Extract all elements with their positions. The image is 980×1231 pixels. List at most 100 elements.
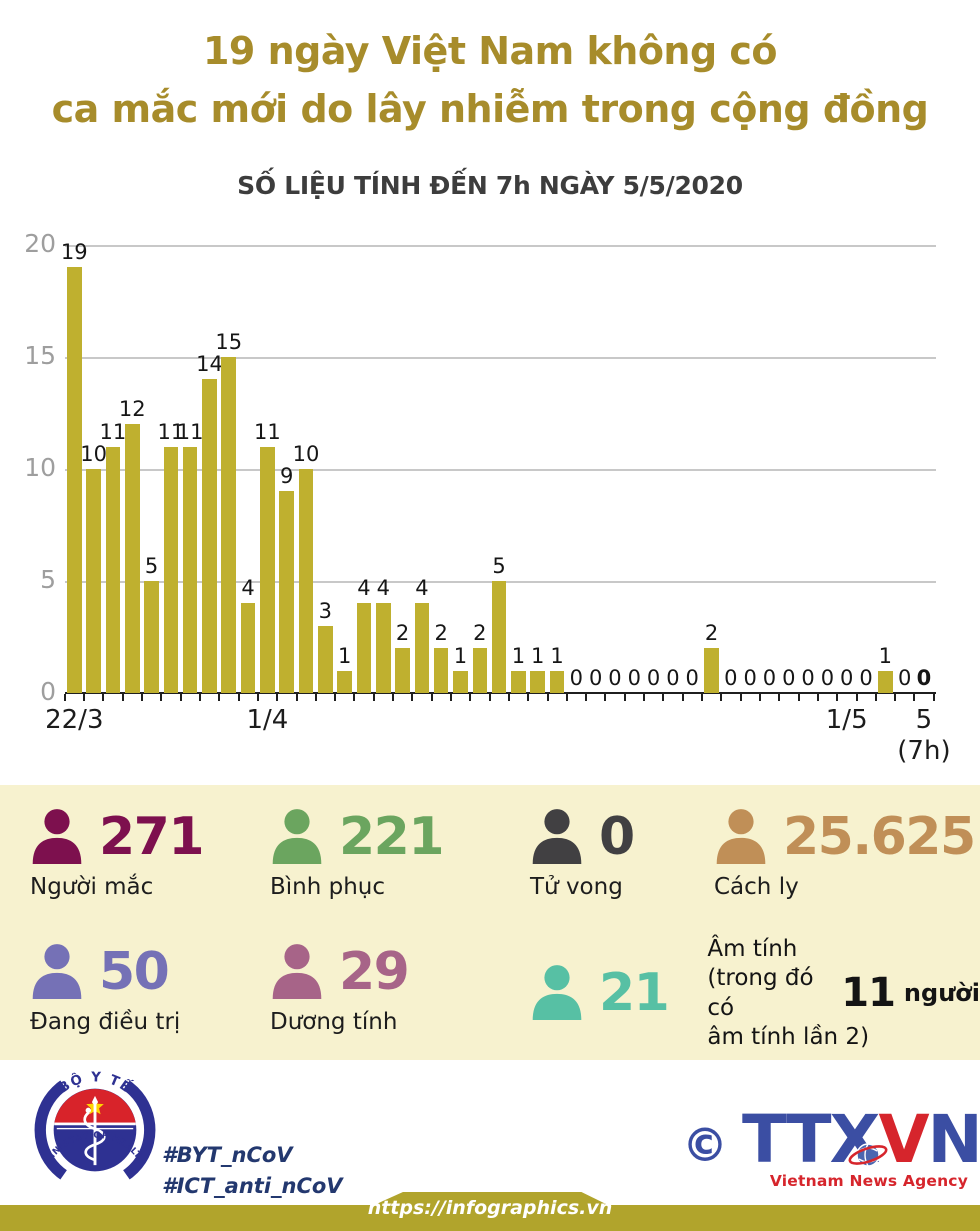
moh-staff bbox=[93, 1103, 97, 1166]
axis-tick bbox=[662, 694, 665, 701]
ttxvn-ttx: TTX bbox=[742, 1101, 880, 1178]
bar-value-label: 14 bbox=[196, 352, 223, 377]
bar-value-label: 1 bbox=[453, 643, 468, 668]
bar-value-label: 5 bbox=[492, 554, 506, 578]
stat-card-nguoi-mac: 271 Người mắc bbox=[30, 807, 205, 900]
axis-tick bbox=[276, 694, 279, 701]
bar-value-label: 1 bbox=[550, 643, 564, 668]
axis-tick bbox=[894, 694, 897, 701]
stat-card-cach-ly: 25.625 Cách ly bbox=[714, 807, 976, 900]
bar-value-label: 0 bbox=[801, 666, 815, 690]
bar-value-label: 0 bbox=[840, 666, 854, 690]
axis-tick bbox=[681, 694, 684, 701]
bar bbox=[433, 648, 449, 693]
bar bbox=[298, 469, 314, 693]
gridline bbox=[65, 357, 936, 359]
axis-tick bbox=[527, 694, 530, 701]
axis-tick bbox=[565, 694, 568, 701]
stat-label: Người mắc bbox=[30, 874, 154, 900]
stat-card-dang-dieu-tri: 50 Đang điều trị bbox=[30, 942, 180, 1035]
axis-tick bbox=[295, 694, 298, 701]
axis-tick bbox=[160, 694, 163, 701]
am-tinh-note-line3: âm tính lần 2) bbox=[707, 1024, 870, 1050]
axis-tick bbox=[546, 694, 549, 701]
ttxvn-n: N bbox=[927, 1101, 980, 1178]
axis-tick bbox=[411, 694, 414, 701]
bar-chart: 0 5 10 15 20 19 10 11 12 5 11 11 14 15 4 11 9 10 3 1 4 4 2 4 2 1 2… bbox=[0, 229, 980, 775]
person-icon bbox=[272, 809, 322, 864]
gridline bbox=[65, 245, 936, 247]
bar bbox=[124, 424, 140, 693]
am-tinh-note: Âm tính (trong đó có 11 người âm tính lầ… bbox=[707, 935, 980, 1051]
axis-tick bbox=[83, 694, 86, 701]
bar bbox=[472, 648, 488, 693]
stat-label: Cách ly bbox=[714, 874, 799, 900]
bar bbox=[260, 446, 275, 693]
bar bbox=[221, 357, 237, 693]
bar-value-label: 4 bbox=[357, 576, 371, 601]
bar-value-label: 1 bbox=[878, 643, 892, 668]
bar-value-label: 2 bbox=[434, 621, 448, 646]
bar bbox=[453, 670, 468, 693]
x-axis-line bbox=[65, 692, 936, 694]
page-subtitle: SỐ LIỆU TÍNH ĐẾN 7h NGÀY 5/5/2020 bbox=[237, 171, 743, 200]
bar-value-label: 10 bbox=[292, 442, 320, 466]
axis-tick bbox=[256, 694, 259, 701]
bar-value-label: 0 bbox=[588, 666, 603, 690]
ministry-of-health-logo: BỘ Y TẾ MINISTRY OF HEALTH bbox=[33, 1068, 156, 1192]
axis-tick bbox=[102, 694, 105, 701]
axis-tick bbox=[450, 694, 452, 701]
bar-value-label: 9 bbox=[280, 464, 294, 489]
bar bbox=[163, 446, 179, 693]
copyright-icon: © bbox=[682, 1118, 728, 1172]
y-axis-label: 0 bbox=[40, 677, 56, 706]
hashtags: #BYT_nCoV #ICT_anti_nCoV bbox=[162, 1140, 343, 1202]
bar bbox=[337, 670, 352, 693]
axis-tick bbox=[874, 694, 877, 701]
person-icon bbox=[532, 965, 582, 1020]
bar-value-label: 10 bbox=[80, 442, 107, 466]
am-tinh-note-line1: Âm tính bbox=[707, 936, 798, 962]
page-title: 19 ngày Việt Nam không có ca mắc mới do … bbox=[0, 22, 980, 138]
am-tinh-note-big-number: 11 bbox=[841, 970, 896, 1016]
stat-label: Bình phục bbox=[270, 874, 386, 900]
bar-value-label: 2 bbox=[704, 621, 719, 646]
stat-value: 0 bbox=[599, 807, 635, 867]
bar-value-label: 3 bbox=[318, 598, 332, 623]
bar-value-label: 0 bbox=[782, 666, 796, 690]
bar-value-label: 0 bbox=[627, 666, 641, 690]
bar-value-label: 0 bbox=[724, 666, 738, 690]
x-tick-label: 1/4 bbox=[246, 705, 289, 735]
bar-value-label: 12 bbox=[118, 397, 146, 422]
url-tab bbox=[372, 1192, 610, 1206]
bar-value-label: 0 bbox=[646, 666, 661, 690]
bar-value-label: 0 bbox=[685, 666, 699, 690]
person-icon bbox=[532, 809, 582, 864]
person-icon bbox=[32, 944, 82, 999]
bar bbox=[279, 491, 294, 693]
stat-card-binh-phuc: 221 Bình phục bbox=[270, 807, 445, 900]
stat-card-tu-vong: 0 Tử vong bbox=[530, 807, 635, 900]
person-icon bbox=[716, 809, 766, 864]
bar bbox=[356, 603, 372, 693]
bar-value-label: 0 bbox=[820, 666, 835, 690]
axis-tick bbox=[585, 694, 588, 701]
gridline bbox=[65, 469, 936, 471]
bar-value-label: 0 bbox=[608, 666, 622, 690]
axis-tick bbox=[778, 694, 781, 701]
axis-tick bbox=[720, 694, 723, 701]
y-axis-label: 5 bbox=[40, 565, 56, 594]
axis-tick bbox=[372, 694, 375, 701]
bottom-band bbox=[0, 1205, 980, 1231]
bar bbox=[511, 670, 526, 693]
bar bbox=[182, 446, 198, 693]
bar-value-label: 15 bbox=[215, 330, 243, 354]
stat-value: 271 bbox=[99, 807, 205, 867]
x-tick-label: 1/5 bbox=[825, 705, 868, 735]
moh-snake bbox=[83, 1111, 106, 1162]
axis-tick bbox=[507, 694, 510, 701]
axis-tick bbox=[797, 694, 800, 701]
axis-tick bbox=[932, 694, 935, 701]
bar-value-label: 0 bbox=[569, 666, 584, 690]
